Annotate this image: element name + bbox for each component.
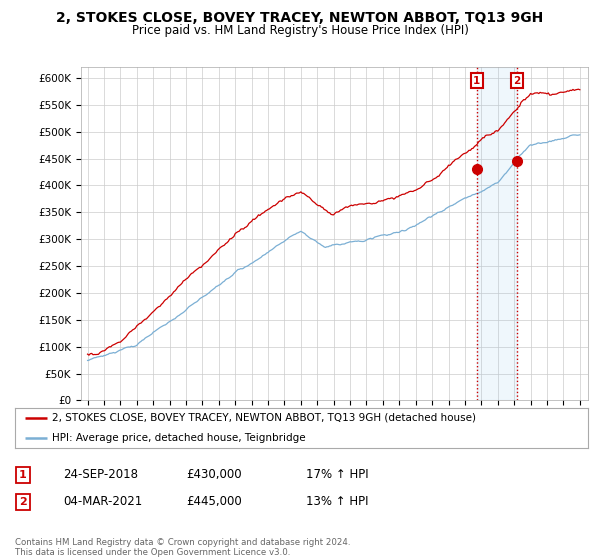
Text: HPI: Average price, detached house, Teignbridge: HPI: Average price, detached house, Teig…: [52, 433, 306, 443]
Text: £445,000: £445,000: [186, 495, 242, 508]
Text: Price paid vs. HM Land Registry's House Price Index (HPI): Price paid vs. HM Land Registry's House …: [131, 24, 469, 36]
Text: 1: 1: [473, 76, 481, 86]
Text: 2, STOKES CLOSE, BOVEY TRACEY, NEWTON ABBOT, TQ13 9GH: 2, STOKES CLOSE, BOVEY TRACEY, NEWTON AB…: [56, 11, 544, 25]
Text: 04-MAR-2021: 04-MAR-2021: [63, 495, 142, 508]
Text: 24-SEP-2018: 24-SEP-2018: [63, 468, 138, 482]
Text: £430,000: £430,000: [186, 468, 242, 482]
Text: 2: 2: [514, 76, 521, 86]
Text: 17% ↑ HPI: 17% ↑ HPI: [306, 468, 368, 482]
Bar: [477, 67, 517, 400]
Text: 1: 1: [19, 470, 26, 480]
Text: Contains HM Land Registry data © Crown copyright and database right 2024.
This d: Contains HM Land Registry data © Crown c…: [15, 538, 350, 557]
Text: 2: 2: [19, 497, 26, 507]
Text: 13% ↑ HPI: 13% ↑ HPI: [306, 495, 368, 508]
Text: 2, STOKES CLOSE, BOVEY TRACEY, NEWTON ABBOT, TQ13 9GH (detached house): 2, STOKES CLOSE, BOVEY TRACEY, NEWTON AB…: [52, 413, 476, 423]
